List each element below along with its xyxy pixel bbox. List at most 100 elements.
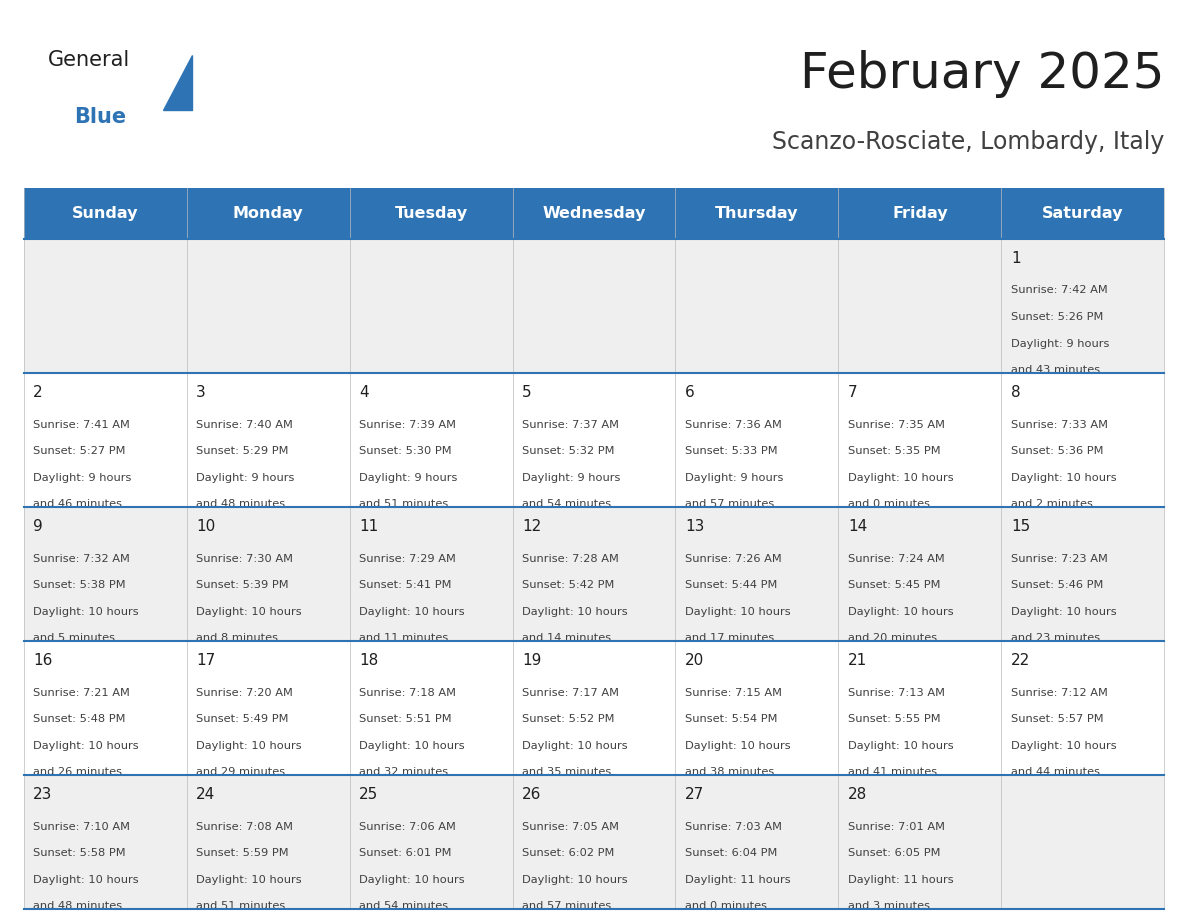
Text: Daylight: 10 hours: Daylight: 10 hours [522, 875, 627, 885]
Text: February 2025: February 2025 [800, 50, 1164, 98]
Text: Sunrise: 7:12 AM: Sunrise: 7:12 AM [1011, 688, 1107, 698]
Text: Daylight: 10 hours: Daylight: 10 hours [359, 607, 465, 617]
Text: Wednesday: Wednesday [542, 206, 646, 221]
Text: and 32 minutes.: and 32 minutes. [359, 767, 451, 778]
Text: Sunset: 5:59 PM: Sunset: 5:59 PM [196, 848, 289, 858]
Text: Daylight: 10 hours: Daylight: 10 hours [33, 607, 139, 617]
Text: Sunrise: 7:03 AM: Sunrise: 7:03 AM [685, 822, 782, 832]
Text: and 57 minutes.: and 57 minutes. [685, 499, 778, 509]
Text: and 57 minutes.: and 57 minutes. [522, 901, 615, 912]
Text: and 0 minutes.: and 0 minutes. [848, 499, 934, 509]
Text: and 54 minutes.: and 54 minutes. [522, 499, 615, 509]
Text: Daylight: 10 hours: Daylight: 10 hours [522, 607, 627, 617]
Text: Friday: Friday [892, 206, 948, 221]
Text: Daylight: 10 hours: Daylight: 10 hours [1011, 741, 1117, 751]
Text: Daylight: 11 hours: Daylight: 11 hours [848, 875, 954, 885]
Text: Sunset: 5:52 PM: Sunset: 5:52 PM [522, 714, 614, 724]
Text: Sunrise: 7:06 AM: Sunrise: 7:06 AM [359, 822, 456, 832]
Text: Sunrise: 7:36 AM: Sunrise: 7:36 AM [685, 420, 782, 430]
Text: 26: 26 [522, 787, 542, 801]
Text: and 14 minutes.: and 14 minutes. [522, 633, 615, 644]
Text: Monday: Monday [233, 206, 303, 221]
Text: 13: 13 [685, 519, 704, 533]
Text: and 38 minutes.: and 38 minutes. [685, 767, 778, 778]
Text: Sunrise: 7:26 AM: Sunrise: 7:26 AM [685, 554, 782, 564]
Text: Sunset: 6:05 PM: Sunset: 6:05 PM [848, 848, 941, 858]
Text: Daylight: 10 hours: Daylight: 10 hours [33, 875, 139, 885]
Text: 18: 18 [359, 653, 378, 667]
Text: Sunset: 5:27 PM: Sunset: 5:27 PM [33, 446, 126, 456]
Text: Daylight: 10 hours: Daylight: 10 hours [196, 875, 302, 885]
Text: Tuesday: Tuesday [394, 206, 468, 221]
Text: Sunset: 5:41 PM: Sunset: 5:41 PM [359, 580, 451, 590]
Text: Daylight: 9 hours: Daylight: 9 hours [33, 473, 132, 483]
Text: Sunset: 5:39 PM: Sunset: 5:39 PM [196, 580, 289, 590]
Text: 19: 19 [522, 653, 542, 667]
Text: Sunset: 6:04 PM: Sunset: 6:04 PM [685, 848, 777, 858]
Bar [24, 239, 1164, 373]
Text: Sunrise: 7:30 AM: Sunrise: 7:30 AM [196, 554, 293, 564]
Text: Sunday: Sunday [72, 206, 139, 221]
Text: Sunset: 5:35 PM: Sunset: 5:35 PM [848, 446, 941, 456]
Text: and 0 minutes.: and 0 minutes. [685, 901, 771, 912]
Text: Sunrise: 7:20 AM: Sunrise: 7:20 AM [196, 688, 293, 698]
Text: Daylight: 10 hours: Daylight: 10 hours [848, 741, 954, 751]
Text: Daylight: 10 hours: Daylight: 10 hours [1011, 607, 1117, 617]
Text: 11: 11 [359, 519, 378, 533]
Text: 5: 5 [522, 385, 532, 399]
Text: Daylight: 10 hours: Daylight: 10 hours [1011, 473, 1117, 483]
Bar [24, 188, 1164, 239]
Text: and 41 minutes.: and 41 minutes. [848, 767, 941, 778]
Text: 2: 2 [33, 385, 43, 399]
Text: Sunset: 5:42 PM: Sunset: 5:42 PM [522, 580, 614, 590]
Text: Sunrise: 7:32 AM: Sunrise: 7:32 AM [33, 554, 131, 564]
Text: Sunrise: 7:41 AM: Sunrise: 7:41 AM [33, 420, 131, 430]
Text: 9: 9 [33, 519, 43, 533]
Text: Sunrise: 7:39 AM: Sunrise: 7:39 AM [359, 420, 456, 430]
Text: and 48 minutes.: and 48 minutes. [196, 499, 289, 509]
Text: Daylight: 9 hours: Daylight: 9 hours [685, 473, 783, 483]
Text: Sunset: 5:45 PM: Sunset: 5:45 PM [848, 580, 941, 590]
Text: 1: 1 [1011, 251, 1020, 265]
Bar [24, 641, 1164, 775]
Text: Daylight: 10 hours: Daylight: 10 hours [196, 607, 302, 617]
Text: Sunset: 5:58 PM: Sunset: 5:58 PM [33, 848, 126, 858]
Text: Sunset: 5:51 PM: Sunset: 5:51 PM [359, 714, 451, 724]
Text: 8: 8 [1011, 385, 1020, 399]
Text: Sunset: 5:49 PM: Sunset: 5:49 PM [196, 714, 289, 724]
Text: Daylight: 10 hours: Daylight: 10 hours [522, 741, 627, 751]
Text: Sunrise: 7:40 AM: Sunrise: 7:40 AM [196, 420, 293, 430]
Text: Daylight: 10 hours: Daylight: 10 hours [359, 741, 465, 751]
Text: and 29 minutes.: and 29 minutes. [196, 767, 289, 778]
Text: and 2 minutes.: and 2 minutes. [1011, 499, 1097, 509]
Text: and 46 minutes.: and 46 minutes. [33, 499, 126, 509]
Text: Sunset: 5:44 PM: Sunset: 5:44 PM [685, 580, 777, 590]
Text: Sunrise: 7:23 AM: Sunrise: 7:23 AM [1011, 554, 1107, 564]
Text: Daylight: 10 hours: Daylight: 10 hours [848, 607, 954, 617]
Text: Daylight: 11 hours: Daylight: 11 hours [685, 875, 790, 885]
Text: Sunset: 5:29 PM: Sunset: 5:29 PM [196, 446, 289, 456]
Text: Daylight: 10 hours: Daylight: 10 hours [33, 741, 139, 751]
Text: 4: 4 [359, 385, 368, 399]
Text: General: General [48, 50, 129, 71]
Text: Sunrise: 7:28 AM: Sunrise: 7:28 AM [522, 554, 619, 564]
Text: Sunset: 5:46 PM: Sunset: 5:46 PM [1011, 580, 1104, 590]
Text: and 48 minutes.: and 48 minutes. [33, 901, 126, 912]
Text: and 5 minutes.: and 5 minutes. [33, 633, 119, 644]
Text: Sunset: 6:01 PM: Sunset: 6:01 PM [359, 848, 451, 858]
Text: Daylight: 10 hours: Daylight: 10 hours [359, 875, 465, 885]
Text: Sunset: 5:57 PM: Sunset: 5:57 PM [1011, 714, 1104, 724]
Text: Saturday: Saturday [1042, 206, 1124, 221]
Text: Sunrise: 7:33 AM: Sunrise: 7:33 AM [1011, 420, 1108, 430]
Text: Sunset: 5:38 PM: Sunset: 5:38 PM [33, 580, 126, 590]
Text: Sunrise: 7:29 AM: Sunrise: 7:29 AM [359, 554, 456, 564]
Text: and 8 minutes.: and 8 minutes. [196, 633, 282, 644]
Text: and 3 minutes.: and 3 minutes. [848, 901, 934, 912]
Text: Sunset: 5:48 PM: Sunset: 5:48 PM [33, 714, 126, 724]
Text: Daylight: 10 hours: Daylight: 10 hours [848, 473, 954, 483]
Text: 7: 7 [848, 385, 858, 399]
Text: Sunrise: 7:10 AM: Sunrise: 7:10 AM [33, 822, 131, 832]
Text: and 51 minutes.: and 51 minutes. [196, 901, 289, 912]
Bar [24, 507, 1164, 641]
Bar [24, 775, 1164, 909]
